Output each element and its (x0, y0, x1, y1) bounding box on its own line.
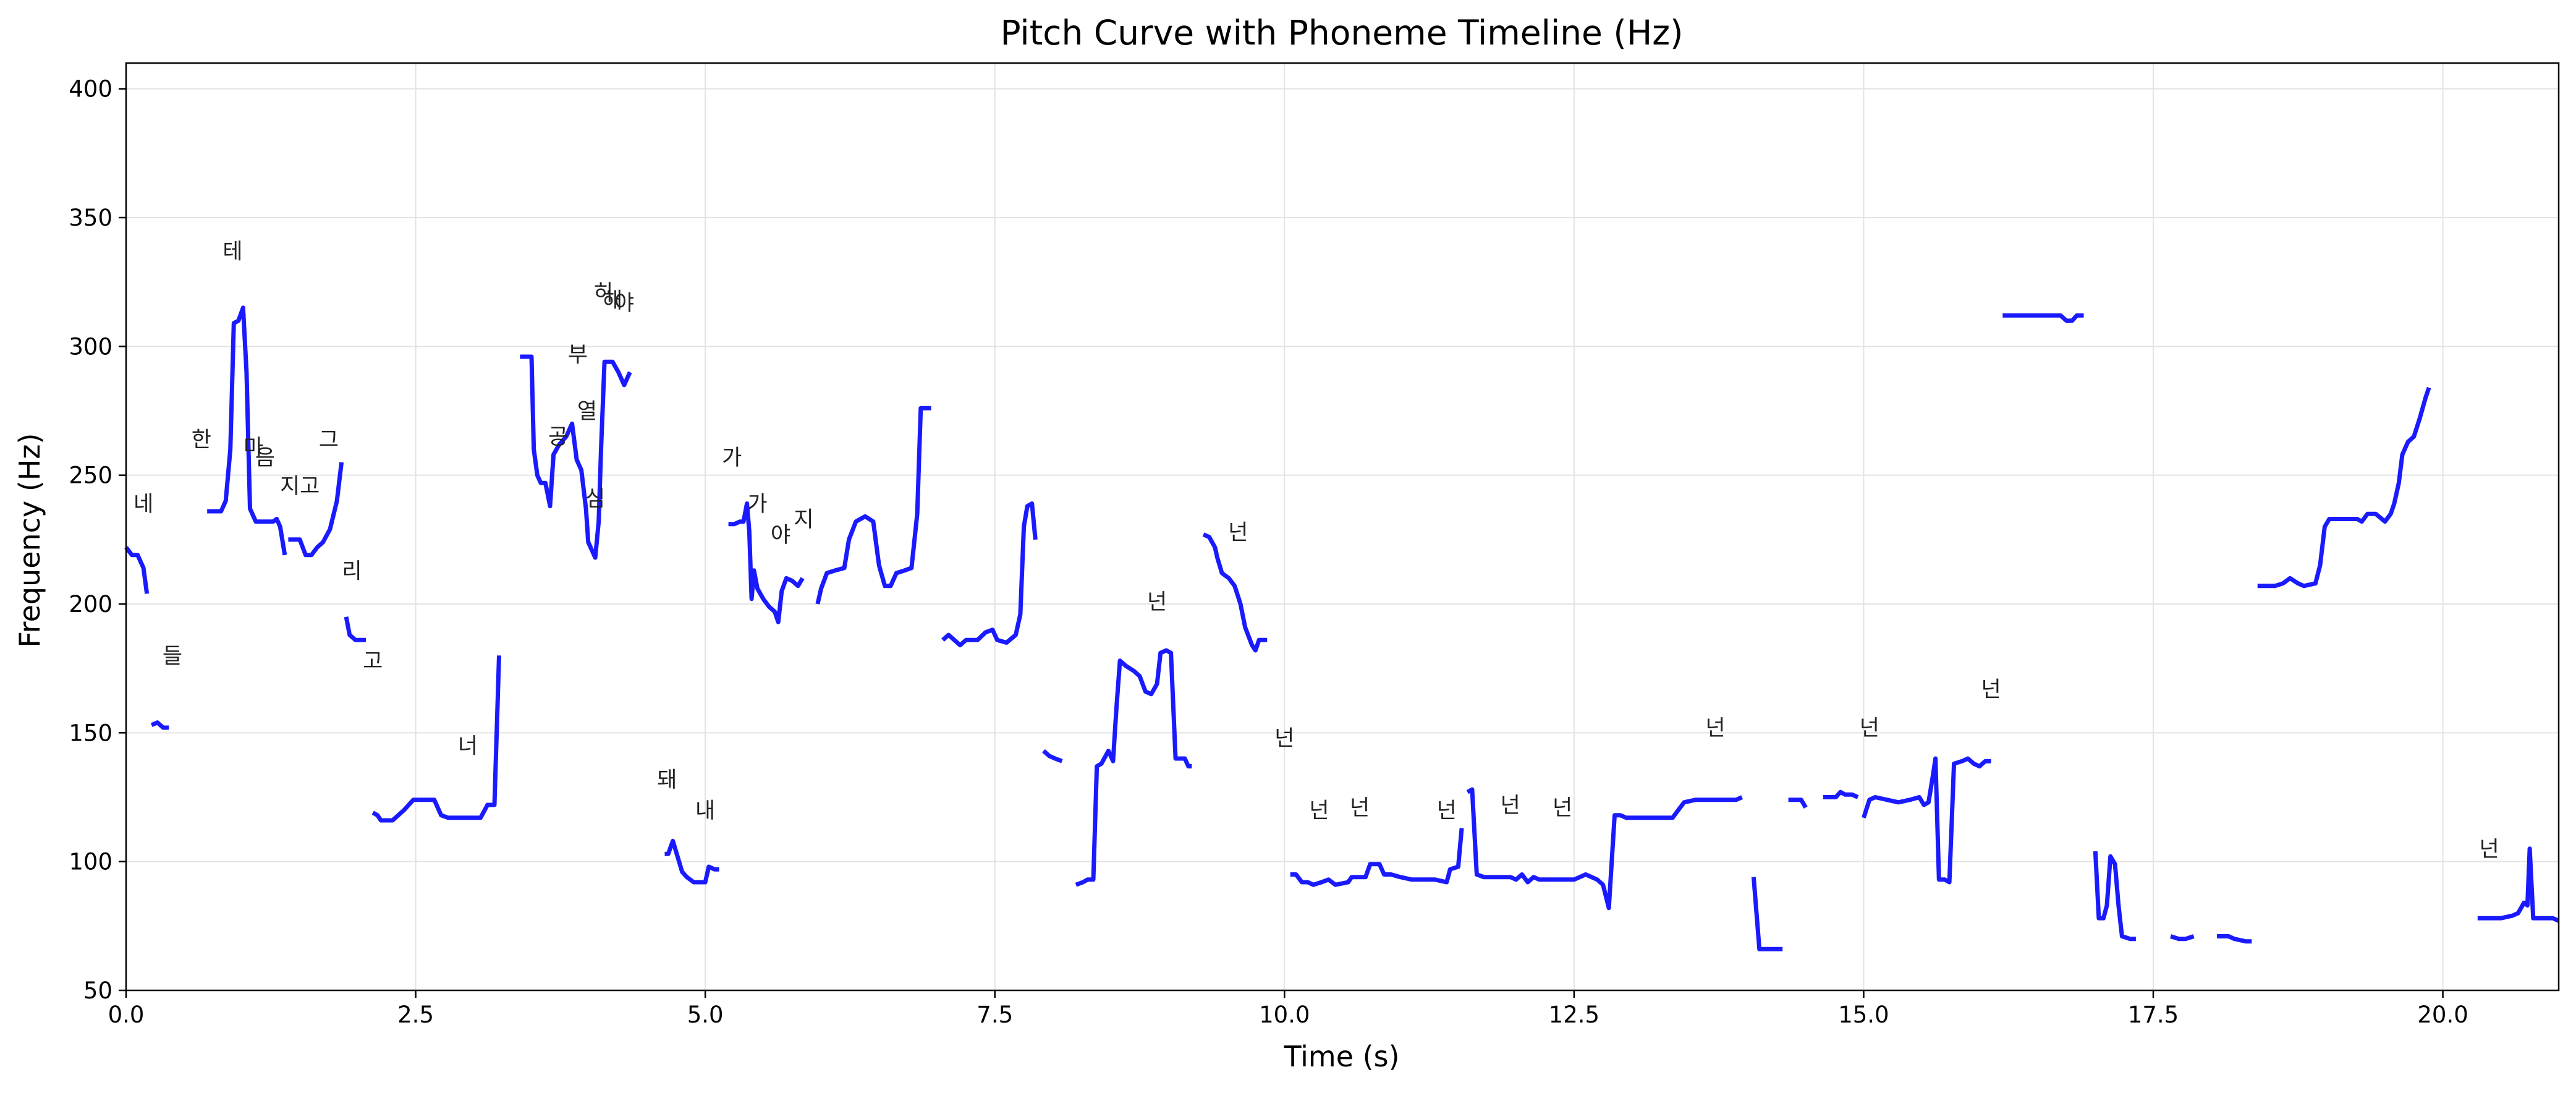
pitch-segment (728, 501, 805, 624)
phoneme-label: 가 (747, 492, 767, 517)
chart-title: Pitch Curve with Phoneme Timeline (Hz) (1000, 13, 1683, 53)
pitch-segment (1466, 787, 1743, 911)
pitch-segment (1075, 648, 1192, 887)
phoneme-label: 열 (577, 399, 597, 424)
phoneme-label: 그 (319, 428, 339, 453)
pitch-segment (150, 720, 169, 730)
pitch-segment (1823, 789, 1859, 799)
phoneme-label: 테 (222, 240, 242, 265)
phoneme-label: 히 (593, 281, 613, 305)
pitch-segment (2477, 846, 2560, 923)
pitch-segment (1862, 756, 1991, 885)
phoneme-label: 공 (548, 425, 568, 450)
pitch-segment (1290, 828, 1464, 887)
pitch-segment (941, 501, 1038, 648)
pitch-segment (2170, 934, 2195, 942)
pitch-segment (288, 462, 344, 558)
phoneme-label: 고 (363, 649, 383, 674)
phoneme-label: 부 (568, 342, 588, 367)
pitch-segment (344, 616, 366, 642)
pitch-segment (815, 406, 931, 605)
phoneme-label: 한 (192, 428, 211, 453)
phoneme-label: 넌 (1860, 717, 1879, 741)
pitch-segment (1751, 877, 1783, 951)
phoneme-label: 넌 (1350, 796, 1370, 821)
y-tick-label: 350 (69, 205, 112, 231)
x-tick-label: 15.0 (1838, 1002, 1889, 1028)
y-tick-label: 250 (69, 462, 112, 489)
pitch-segment (2217, 934, 2252, 944)
phoneme-label: 내 (695, 799, 715, 823)
pitch-curve (124, 305, 2560, 951)
x-tick-label: 0.0 (108, 1002, 145, 1028)
x-tick-label: 7.5 (977, 1002, 1013, 1028)
pitch-segment (520, 354, 632, 560)
phoneme-label: 넌 (2479, 837, 2499, 862)
phoneme-label: 음 (255, 446, 275, 470)
phoneme-label: 넌 (1228, 521, 1248, 545)
phoneme-label: 리 (342, 559, 362, 584)
y-tick-label: 300 (69, 333, 112, 360)
x-tick-label: 10.0 (1259, 1002, 1310, 1028)
phoneme-label: 지고 (280, 474, 320, 499)
phoneme-label: 야 (614, 291, 634, 316)
pitch-segment (2257, 386, 2431, 589)
x-axis-label: Time (s) (1283, 1040, 1399, 1073)
phoneme-label: 해 (603, 289, 622, 313)
y-tick-label: 400 (69, 76, 112, 103)
pitch-segment (124, 546, 150, 594)
pitch-segment (1042, 749, 1063, 763)
phoneme-label: 넌 (1705, 717, 1725, 741)
x-tick-label: 5.0 (687, 1002, 724, 1028)
pitch-segment (1788, 797, 1808, 809)
phoneme-label: 네 (133, 492, 153, 517)
axis-ticks: 0.0 2.5 5.0 7.5 10.0 12.5 15.0 17.5 20.0 50 100 150… (69, 76, 2468, 1028)
phoneme-label: 넌 (1981, 678, 2001, 702)
phoneme-label: 마 (244, 435, 263, 460)
pitch-segment (2002, 313, 2084, 323)
pitch-segment (664, 838, 719, 885)
pitch-segment (371, 655, 501, 823)
phoneme-label: 지 (794, 508, 813, 532)
x-tick-label: 12.5 (1549, 1002, 1599, 1028)
phoneme-label: 돼 (657, 768, 677, 793)
plot-frame (125, 62, 2560, 992)
phoneme-label: 넌 (1501, 794, 1520, 819)
phoneme-label: 넌 (1309, 799, 1329, 823)
phoneme-label: 넌 (1553, 796, 1572, 821)
phoneme-label: 넌 (1274, 726, 1294, 751)
phoneme-label: 넌 (1147, 590, 1167, 615)
pitch-segment (2093, 851, 2136, 942)
phoneme-label: 야 (771, 523, 790, 548)
x-tick-label: 20.0 (2417, 1002, 2468, 1028)
y-tick-label: 50 (83, 977, 112, 1004)
pitch-segment (207, 305, 287, 556)
y-tick-label: 100 (69, 849, 112, 875)
y-tick-label: 150 (69, 720, 112, 746)
x-tick-label: 17.5 (2128, 1002, 2179, 1028)
phoneme-label: 심 (585, 487, 605, 512)
pitch-segment (1202, 532, 1268, 653)
y-axis-label: Frequency (Hz) (13, 433, 46, 648)
phoneme-label: 가 (722, 446, 742, 470)
y-tick-label: 200 (69, 591, 112, 618)
phoneme-label: 너 (458, 734, 478, 759)
phoneme-label: 넌 (1437, 799, 1457, 823)
phoneme-label: 들 (163, 644, 182, 669)
x-tick-label: 2.5 (397, 1002, 434, 1028)
